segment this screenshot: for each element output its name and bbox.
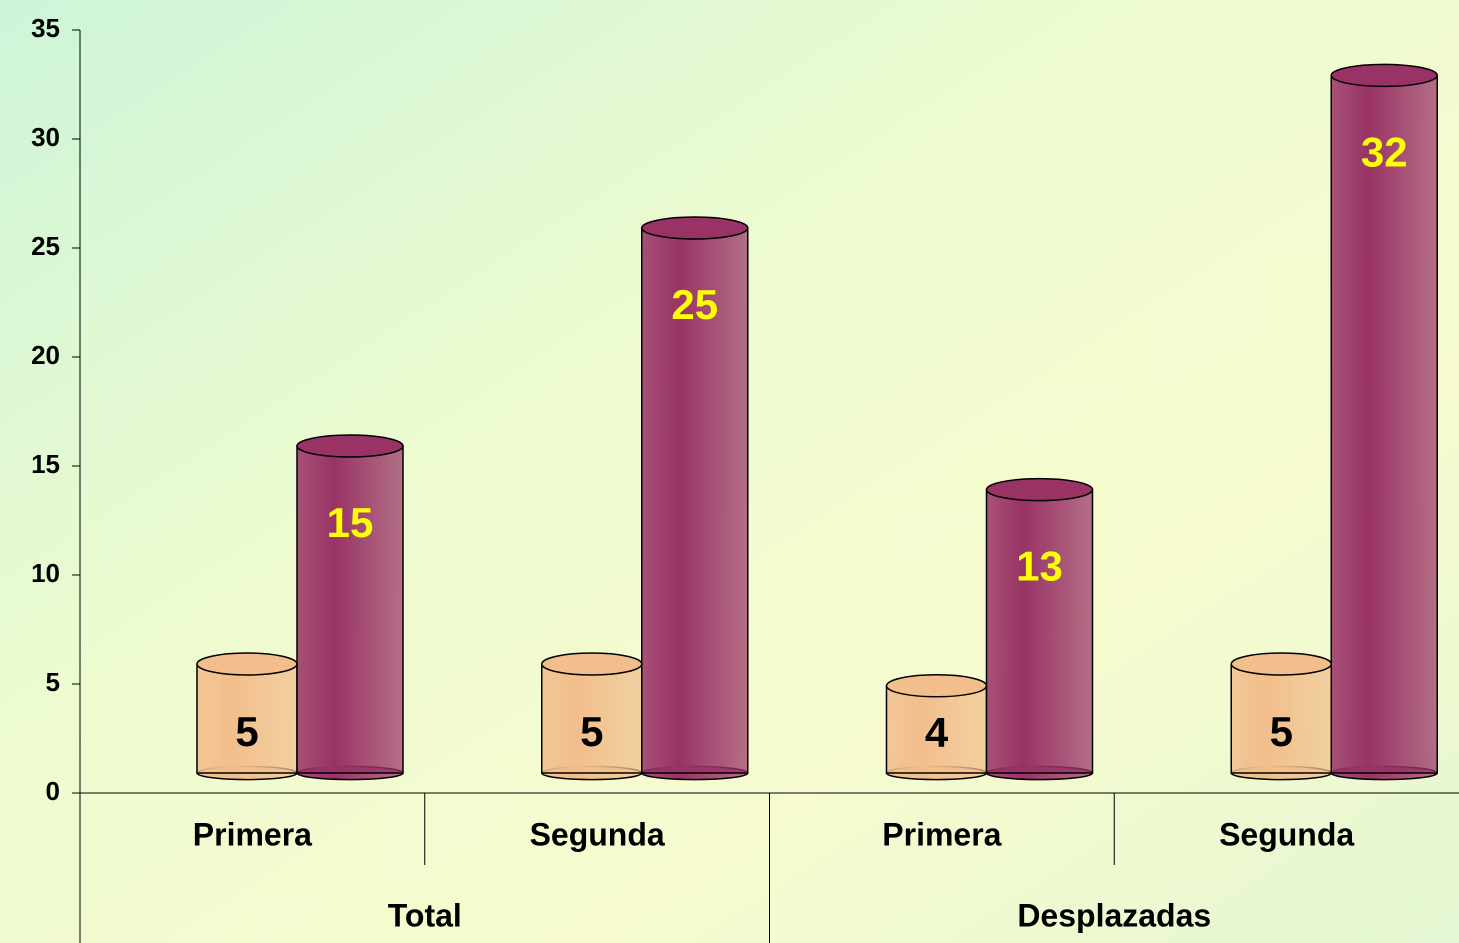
bar [1330, 74, 1438, 774]
data-label: 15 [327, 499, 374, 546]
data-label: 5 [235, 708, 258, 755]
y-tick-label: 0 [46, 776, 60, 806]
y-tick-label: 5 [46, 667, 60, 697]
bar-top [196, 652, 298, 676]
group-label: Total [388, 897, 462, 933]
data-label: 13 [1016, 543, 1063, 590]
bar-top [296, 434, 404, 458]
data-label: 5 [580, 708, 603, 755]
x-tick-label: Segunda [1219, 816, 1354, 852]
bar [296, 445, 404, 774]
x-tick-label: Segunda [530, 816, 665, 852]
bar-top [985, 477, 1094, 502]
bar [1230, 663, 1332, 774]
y-tick-label: 20 [31, 340, 60, 370]
x-tick-label: Primera [193, 816, 312, 852]
y-tick-label: 30 [31, 122, 60, 152]
bar-top [641, 216, 749, 240]
data-label: 4 [925, 709, 949, 756]
y-tick-label: 25 [31, 231, 60, 261]
x-tick-label: Primera [882, 816, 1001, 852]
y-tick-label: 15 [31, 449, 60, 479]
data-label: 25 [671, 281, 718, 328]
y-tick-label: 35 [31, 13, 60, 43]
bar [541, 663, 643, 774]
bar-top [885, 674, 988, 698]
group-label: Desplazadas [1017, 897, 1211, 933]
bar-top [541, 652, 643, 676]
bar [641, 227, 749, 774]
bar-top [1230, 652, 1332, 676]
data-label: 32 [1361, 128, 1408, 175]
data-label: 5 [1270, 708, 1293, 755]
y-tick-label: 10 [31, 558, 60, 588]
bar [985, 488, 1094, 774]
bar-top [1330, 63, 1438, 88]
